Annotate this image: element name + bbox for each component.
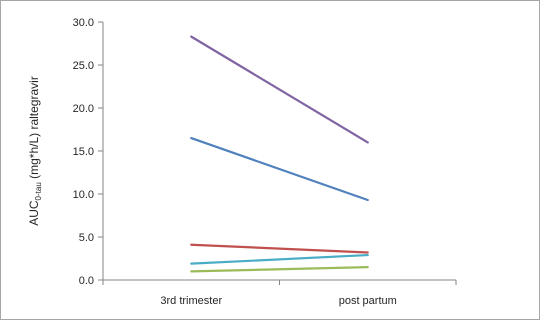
y-tick-label: 20.0 — [73, 103, 94, 115]
x-tick-label: post partum — [339, 295, 397, 307]
series-line — [190, 137, 369, 202]
series-line — [190, 35, 369, 144]
series-line — [190, 253, 369, 265]
y-tick-label: 10.0 — [73, 189, 94, 201]
y-tick-label: 0.0 — [79, 275, 94, 287]
y-tick-label: 30.0 — [73, 17, 94, 29]
y-axis-title: AUC0-tau (mg*h/L) raltegravir — [27, 76, 43, 226]
y-axis-title-main: AUC — [27, 200, 41, 226]
y-tick-label: 5.0 — [79, 232, 94, 244]
y-tick-label: 15.0 — [73, 146, 94, 158]
chart-axes — [98, 21, 457, 285]
y-axis-title-unit: (mg*h/L) raltegravir — [27, 76, 41, 182]
series-lines — [190, 35, 369, 273]
series-line — [190, 243, 369, 254]
chart-labels: 0.0 5.0 10.0 15.0 20.0 25.0 30.0 3rd trimester p… — [27, 17, 397, 307]
x-tick-label: 3rd trimester — [160, 295, 222, 307]
line-chart: 0.0 5.0 10.0 15.0 20.0 25.0 30.0 3rd trimester p… — [27, 17, 457, 307]
y-axis-title-subscript: 0-tau — [34, 182, 43, 200]
y-tick-label: 25.0 — [73, 60, 94, 72]
series-line — [190, 266, 369, 273]
